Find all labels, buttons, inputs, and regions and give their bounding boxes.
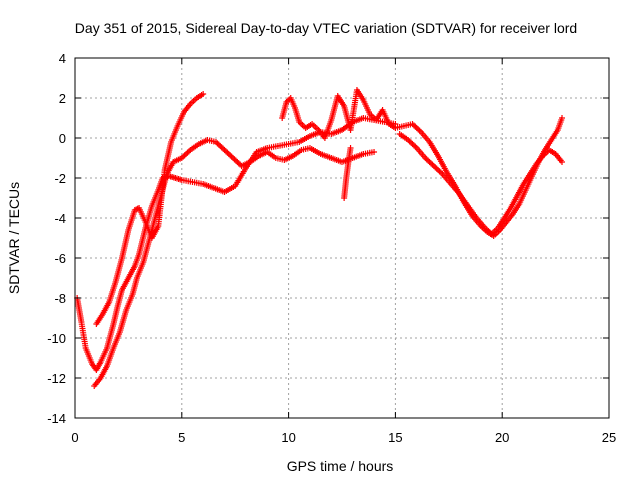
y-tick-label: 2 — [59, 91, 66, 106]
series-track-c — [93, 91, 207, 327]
y-tick-label: -6 — [54, 251, 66, 266]
data-point-marker — [347, 145, 354, 151]
series-track-b — [91, 137, 378, 389]
y-tick-label: -8 — [54, 291, 66, 306]
series-track-a — [74, 115, 399, 373]
y-tick-label: -14 — [47, 411, 66, 426]
chart-title: Day 351 of 2015, Sidereal Day-to-day VTE… — [75, 20, 577, 36]
axis-ticks: 0 5 10 15 20 25 -14 -12 -10 -8 -6 -4 -2 0 2 4 — [47, 51, 616, 445]
series-track-f — [341, 145, 354, 201]
data-point-marker — [559, 115, 566, 121]
data-point-marker — [559, 159, 566, 165]
x-axis-label: GPS time / hours — [287, 458, 394, 474]
y-tick-label: -2 — [54, 171, 66, 186]
x-tick-label: 5 — [178, 430, 185, 445]
y-tick-label: -10 — [47, 331, 66, 346]
data-series — [74, 87, 566, 389]
plot-frame — [74, 57, 610, 419]
series-track-d — [279, 87, 566, 239]
data-point-marker — [371, 149, 378, 155]
series-track-e — [396, 131, 566, 237]
y-tick-label: -4 — [54, 211, 66, 226]
y-axis-label: SDTVAR / TECUs — [6, 182, 22, 294]
data-point-marker — [200, 91, 207, 97]
y-tick-label: -12 — [47, 371, 66, 386]
x-tick-label: 25 — [602, 430, 616, 445]
y-tick-label: 4 — [59, 51, 66, 66]
y-tick-label: 0 — [59, 131, 66, 146]
x-tick-label: 0 — [71, 430, 78, 445]
x-tick-label: 15 — [388, 430, 402, 445]
grid-lines — [75, 58, 609, 418]
x-tick-label: 10 — [281, 430, 295, 445]
x-tick-label: 20 — [495, 430, 509, 445]
